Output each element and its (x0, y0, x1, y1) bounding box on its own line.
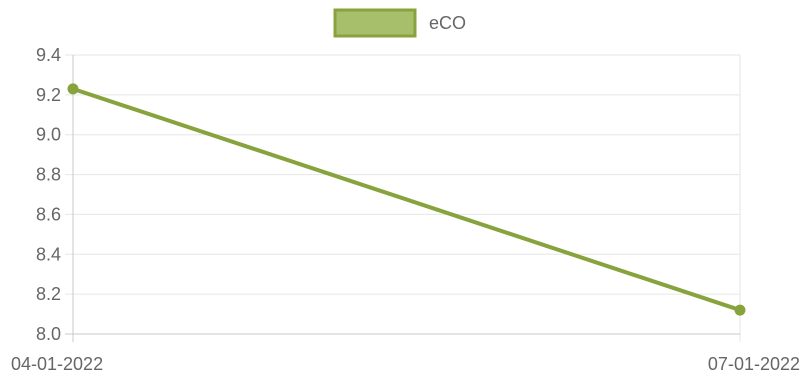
y-tick-label: 8.4 (36, 244, 61, 264)
y-tick-label: 8.2 (36, 284, 61, 304)
axes (72, 55, 740, 335)
legend-swatch-eCO[interactable] (333, 8, 417, 38)
x-tick-label: 04-01-2022 (11, 354, 103, 374)
grid-lines (65, 54, 741, 342)
series-line-eCO (71, 86, 742, 313)
y-tick-label: 8.8 (36, 165, 61, 185)
x-axis-ticks: 04-01-2022 07-01-2022 (11, 354, 800, 374)
data-point[interactable] (734, 304, 746, 316)
series-layer (67, 83, 746, 316)
legend-label-eCO[interactable]: eCO (429, 13, 466, 33)
y-tick-label: 8.0 (36, 324, 61, 344)
y-axis-ticks: 8.0 8.2 8.4 8.6 8.8 9.0 9.2 9.4 (36, 45, 61, 344)
legend[interactable]: eCO (333, 8, 466, 38)
y-tick-label: 9.2 (36, 85, 61, 105)
data-point[interactable] (67, 83, 79, 95)
y-tick-label: 8.6 (36, 204, 61, 224)
x-tick-label: 07-01-2022 (708, 354, 800, 374)
y-tick-label: 9.4 (36, 45, 61, 65)
y-tick-label: 9.0 (36, 125, 61, 145)
